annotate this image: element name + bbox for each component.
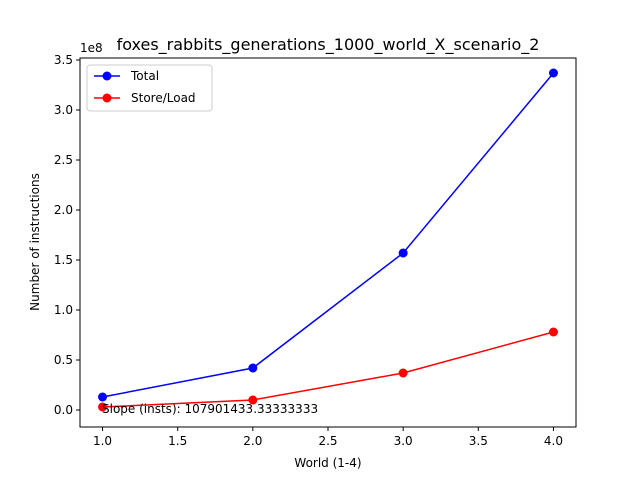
legend-marker-store-load [102, 93, 112, 103]
x-tick-label: 1.0 [93, 434, 112, 448]
x-tick-label: 4.0 [544, 434, 563, 448]
data-point-total [98, 392, 108, 402]
x-tick-label: 3.5 [469, 434, 488, 448]
x-tick-label: 2.0 [243, 434, 262, 448]
y-tick-label: 2.5 [54, 153, 73, 167]
series-line-total [102, 72, 555, 398]
plot-area [98, 68, 558, 412]
data-point-total [398, 248, 408, 258]
legend-label-store-load: Store/Load [131, 91, 196, 105]
legend-label-total: Total [130, 69, 159, 83]
data-point-total [248, 363, 258, 373]
x-tick-label: 3.0 [394, 434, 413, 448]
y-tick-label: 0.5 [54, 353, 73, 367]
x-axis-label: World (1-4) [294, 456, 361, 470]
data-point-store-load [398, 368, 408, 378]
legend: Total Store/Load [86, 64, 213, 112]
y-offset-label: 1e8 [80, 41, 103, 55]
series-line-store-load [102, 331, 554, 408]
data-point-store-load [248, 395, 258, 405]
y-tick-label: 1.0 [54, 303, 73, 317]
y-tick-label: 3.0 [54, 103, 73, 117]
data-point-store-load [548, 327, 558, 337]
x-tick-label: 1.5 [168, 434, 187, 448]
data-point-store-load [98, 402, 108, 412]
slope-annotation: Slope (insts): 107901433.33333333 [102, 402, 318, 416]
y-tick-label: 1.5 [54, 253, 73, 267]
y-axis-label: Number of instructions [28, 173, 42, 311]
y-tick-label: 3.5 [54, 53, 73, 67]
x-tick-label: 2.5 [318, 434, 337, 448]
chart-title: foxes_rabbits_generations_1000_world_X_s… [117, 35, 540, 55]
y-tick-label: 0.0 [54, 403, 73, 417]
y-tick-label: 2.0 [54, 203, 73, 217]
x-axis: 1.0 1.5 2.0 2.5 3.0 3.5 4.0 [93, 427, 563, 448]
y-axis: 0.0 0.5 1.0 1.5 2.0 2.5 3.0 3.5 [54, 53, 80, 417]
data-point-total [548, 68, 558, 78]
legend-marker-total [102, 71, 112, 81]
